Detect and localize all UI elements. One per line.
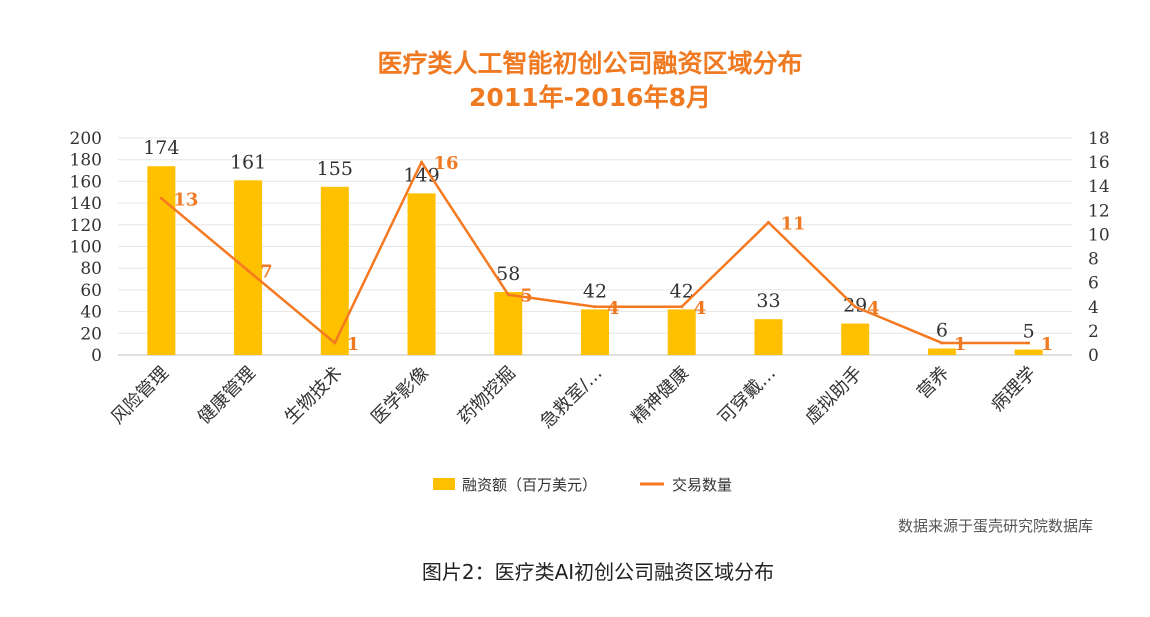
category-labels: 风险管理 健康管理 生物技术 医学影像 药物挖掘 急救室/… 精神健康 可穿戴… 虚拟助手 营养病… [107, 363, 1040, 433]
line-point [1027, 341, 1031, 345]
legend-bar-swatch [433, 478, 455, 490]
category-label: 急救室/… [536, 363, 606, 433]
bar-value-label: 161 [230, 151, 266, 173]
left-tick-label: 80 [80, 259, 102, 279]
right-tick-label: 2 [1088, 322, 1099, 342]
line-point [940, 341, 944, 345]
legend-line-label: 交易数量 [672, 476, 732, 494]
category-label: 药物挖掘 [454, 363, 520, 429]
right-tick-label: 18 [1088, 129, 1110, 149]
bar [147, 166, 176, 355]
left-tick-label: 60 [80, 281, 102, 301]
line-value-label: 16 [434, 153, 459, 174]
line-value-label: 7 [260, 262, 273, 283]
right-tick-label: 8 [1088, 250, 1099, 270]
bar [581, 309, 609, 355]
bar-value-label: 174 [143, 137, 179, 159]
line-point [593, 305, 597, 309]
left-tick-label: 160 [70, 172, 102, 192]
legend-bar-label: 融资额（百万美元） [462, 476, 597, 494]
gridlines [118, 137, 1072, 356]
bar-value-label: 5 [1023, 321, 1035, 343]
line-value-label: 1 [347, 334, 360, 355]
bar-value-label: 6 [936, 319, 948, 341]
source-note: 数据来源于蛋壳研究院数据库 [898, 517, 1093, 535]
chart-subtitle: 2011年-2016年8月 [469, 83, 711, 112]
line-point [333, 341, 337, 345]
line-value-label: 4 [694, 298, 707, 319]
category-label: 虚拟助手 [801, 363, 867, 429]
bar-value-label: 42 [670, 280, 694, 302]
line-value-label: 4 [607, 298, 620, 319]
bar [841, 323, 870, 355]
line-point [506, 293, 510, 297]
left-tick-label: 140 [70, 194, 102, 214]
category-label: 风险管理 [107, 363, 173, 429]
left-tick-label: 20 [80, 324, 102, 344]
right-tick-label: 14 [1088, 177, 1110, 197]
line-value-label: 1 [954, 334, 967, 355]
category-label: 营养 [913, 363, 953, 403]
bar-value-label: 58 [496, 263, 520, 285]
right-tick-label: 0 [1088, 346, 1099, 366]
left-tick-label: 120 [70, 216, 102, 236]
line-value-label: 4 [867, 298, 880, 319]
bar [667, 309, 696, 355]
left-tick-label: 200 [70, 129, 102, 149]
bar [494, 292, 523, 355]
bar [1014, 349, 1043, 355]
bar-value-label: 155 [317, 158, 353, 180]
line-point [853, 305, 857, 309]
line-point [246, 269, 250, 273]
left-tick-label: 180 [70, 151, 102, 171]
line-point [766, 220, 770, 224]
right-tick-label: 12 [1088, 201, 1110, 221]
category-label: 健康管理 [194, 363, 260, 429]
line-point [420, 160, 424, 164]
right-axis: 0 2 4 6 8 10 12 14 16 18 [1088, 129, 1110, 366]
category-label: 精神健康 [628, 363, 694, 429]
category-label: 病理学 [987, 363, 1040, 416]
figure-caption: 图片2：医疗类AI初创公司融资区域分布 [422, 560, 774, 584]
bar [927, 348, 956, 355]
right-tick-label: 6 [1088, 274, 1099, 294]
bar [320, 186, 349, 355]
bar-value-label: 42 [583, 280, 607, 302]
left-tick-label: 0 [91, 346, 102, 366]
line-point [680, 305, 684, 309]
category-label: 可穿戴… [714, 363, 780, 429]
chart-title: 医疗类人工智能初创公司融资区域分布 [377, 49, 802, 78]
line-value-label: 5 [520, 286, 533, 307]
category-label: 医学影像 [367, 363, 433, 429]
bar [754, 319, 783, 355]
category-label: 生物技术 [281, 363, 347, 429]
legend: 融资额（百万美元） 交易数量 [433, 476, 732, 494]
right-tick-label: 10 [1088, 225, 1110, 245]
line-value-label: 13 [173, 189, 198, 210]
right-tick-label: 16 [1088, 153, 1110, 173]
bar-value-label: 33 [756, 290, 780, 312]
line-point [159, 196, 163, 200]
right-tick-label: 4 [1088, 298, 1099, 318]
left-tick-label: 100 [70, 238, 102, 258]
left-tick-label: 40 [80, 303, 102, 323]
bar [407, 193, 436, 355]
bar [234, 180, 263, 355]
line-value-label: 1 [1041, 334, 1054, 355]
line-value-label: 11 [780, 213, 805, 234]
